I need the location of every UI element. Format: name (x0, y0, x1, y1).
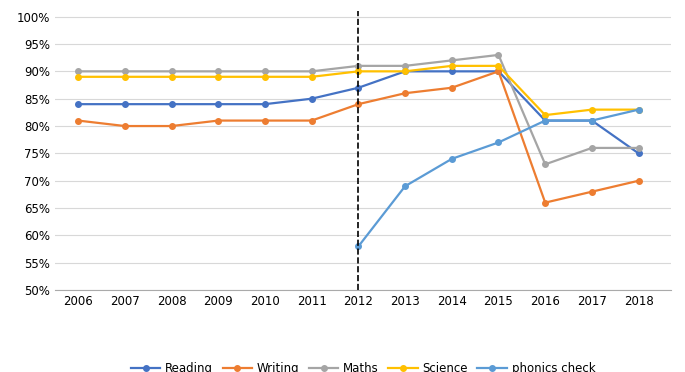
Legend: Reading, Writing, Maths, Science, phonics check: Reading, Writing, Maths, Science, phonic… (126, 357, 600, 372)
Writing (214, 118, 223, 123)
Writing (121, 124, 129, 128)
Reading (74, 102, 82, 106)
Writing (354, 102, 362, 106)
Maths (74, 69, 82, 74)
Writing (401, 91, 409, 96)
Maths (167, 69, 175, 74)
Maths (121, 69, 129, 74)
phonics check (588, 118, 596, 123)
phonics check (634, 108, 643, 112)
Science (214, 74, 223, 79)
Science (308, 74, 316, 79)
Science (167, 74, 175, 79)
Line: Writing: Writing (75, 68, 641, 205)
Writing (541, 201, 549, 205)
Reading (121, 102, 129, 106)
Science (261, 74, 269, 79)
Reading (634, 151, 643, 155)
Writing (308, 118, 316, 123)
Reading (167, 102, 175, 106)
phonics check (541, 118, 549, 123)
Line: Science: Science (75, 63, 641, 118)
Science (588, 108, 596, 112)
Line: Maths: Maths (75, 52, 641, 167)
Writing (167, 124, 175, 128)
Maths (541, 162, 549, 167)
Science (634, 108, 643, 112)
Reading (354, 86, 362, 90)
Maths (448, 58, 456, 62)
phonics check (401, 184, 409, 189)
phonics check (495, 140, 503, 145)
Reading (541, 118, 549, 123)
Science (495, 64, 503, 68)
Maths (495, 53, 503, 57)
Reading (214, 102, 223, 106)
Maths (261, 69, 269, 74)
Science (354, 69, 362, 74)
Reading (495, 69, 503, 74)
Writing (495, 69, 503, 74)
Maths (214, 69, 223, 74)
phonics check (354, 244, 362, 248)
Maths (308, 69, 316, 74)
Reading (588, 118, 596, 123)
Writing (74, 118, 82, 123)
Science (448, 64, 456, 68)
Maths (634, 146, 643, 150)
Writing (634, 179, 643, 183)
Line: Reading: Reading (75, 68, 641, 156)
Maths (354, 64, 362, 68)
Reading (308, 96, 316, 101)
Science (121, 74, 129, 79)
Maths (588, 146, 596, 150)
Science (74, 74, 82, 79)
Science (401, 69, 409, 74)
Maths (401, 64, 409, 68)
Reading (261, 102, 269, 106)
Line: phonics check: phonics check (356, 107, 641, 249)
Reading (401, 69, 409, 74)
Science (541, 113, 549, 117)
Writing (588, 189, 596, 194)
Reading (448, 69, 456, 74)
phonics check (448, 157, 456, 161)
Writing (448, 86, 456, 90)
Writing (261, 118, 269, 123)
